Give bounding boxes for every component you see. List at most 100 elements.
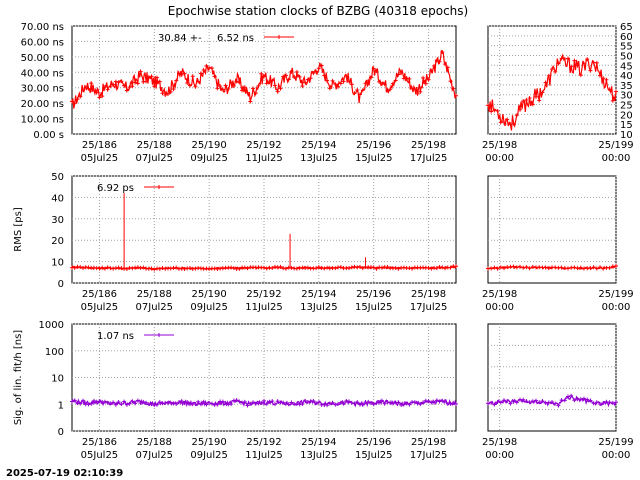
rms-main-point — [294, 266, 299, 271]
clock-main-point — [407, 76, 412, 81]
rms-main-point — [220, 266, 225, 271]
clock-main-point — [75, 97, 80, 102]
rms-zoom-point — [614, 263, 618, 268]
clock-zoom-panel — [486, 25, 618, 135]
rms-main-point — [262, 265, 266, 270]
sig-main-point — [314, 400, 319, 405]
clock-zoom-point — [486, 103, 490, 108]
sig-zoom-frame — [487, 323, 617, 432]
sig-main-point — [94, 399, 99, 404]
clock-main-x-tick-bottom: 17Jul25 — [410, 153, 448, 164]
clock-main-point — [80, 88, 85, 93]
clock-zoom-point — [505, 117, 510, 122]
clock-main-y-tick: 70.00 ns — [21, 22, 64, 33]
sig-main-point — [204, 402, 209, 407]
clock-zoom-point — [588, 68, 593, 73]
clock-main-point — [149, 74, 154, 79]
sig-main-point — [144, 400, 149, 405]
clock-main-point — [204, 63, 209, 68]
clock-zoom-point — [540, 90, 545, 95]
rms-main-y-tick: 50 — [51, 172, 64, 183]
rms-main-point — [410, 266, 415, 271]
rms-main-point — [316, 265, 321, 270]
clock-main-point — [231, 83, 236, 88]
clock-zoom-x-tick-bottom: 00:00 — [485, 153, 514, 164]
sig-main-point — [412, 400, 417, 405]
clock-main-point — [368, 75, 373, 80]
sig-zoom-point — [508, 401, 513, 406]
clock-zoom-point — [514, 113, 519, 118]
clock-main-point — [264, 81, 269, 86]
sig-zoom-point — [537, 400, 542, 405]
sig-main-x-tick-bottom: 09Jul25 — [190, 450, 228, 461]
clock-main-point — [179, 72, 184, 77]
sig-main-point — [253, 401, 258, 406]
clock-main-point — [319, 63, 324, 68]
sig-main-point — [281, 400, 286, 405]
clock-zoom-point — [502, 120, 506, 125]
clock-main-point — [412, 87, 417, 92]
sig-zoom-point — [572, 398, 577, 403]
clock-main-point — [292, 74, 297, 79]
clock-main-point — [399, 71, 404, 76]
sig-main-point — [264, 401, 269, 406]
sig-zoom-x-tick-bottom: 00:00 — [485, 450, 514, 461]
clock-main-point — [91, 88, 96, 93]
sig-main-point — [201, 399, 206, 404]
rms-main-point — [264, 266, 269, 271]
clock-zoom-y-tick: 15 — [620, 120, 633, 131]
clock-main-legend-marker — [277, 35, 281, 39]
clock-zoom-point — [553, 69, 558, 74]
rms-main-y-tick: 20 — [51, 236, 64, 247]
clock-main-point — [209, 66, 214, 71]
rms-zoom-x-tick-bottom: 00:00 — [485, 302, 514, 313]
sig-main-point — [426, 399, 431, 404]
rms-main-point — [303, 266, 308, 271]
clock-main-point — [371, 66, 376, 71]
clock-zoom-y-tick: 35 — [620, 81, 633, 92]
sig-main-point — [231, 398, 236, 403]
clock-main-panel — [70, 25, 458, 135]
sig-main-point — [330, 400, 335, 405]
clock-main-point — [105, 87, 110, 92]
sig-main-point — [360, 402, 365, 407]
clock-main-x-tick-top: 25/196 — [356, 140, 391, 151]
rms-zoom-point — [594, 266, 599, 271]
clock-main-point — [171, 87, 176, 92]
sig-main-point — [267, 399, 272, 404]
sig-zoom-point — [585, 397, 590, 402]
clock-main-point — [182, 71, 187, 76]
sig-main-point — [325, 403, 330, 408]
rms-main-point — [440, 265, 445, 270]
rms-main-point — [193, 266, 198, 271]
sig-zoom-panel — [486, 323, 618, 432]
clock-zoom-point — [556, 61, 561, 66]
rms-main-x-tick-bottom: 17Jul25 — [410, 302, 448, 313]
clock-main-point — [404, 75, 409, 80]
sig-main-point — [368, 401, 373, 406]
clock-main-x-tick-top: 25/188 — [137, 140, 172, 151]
sig-main-point — [432, 400, 437, 405]
sig-main-point — [379, 398, 384, 403]
rms-main-point — [283, 266, 288, 271]
rms-main-point — [300, 265, 305, 270]
clock-zoom-x-tick-bottom: 00:00 — [602, 153, 631, 164]
clock-main-point — [341, 79, 346, 84]
sig-main-point — [374, 401, 379, 406]
clock-main-point — [212, 74, 217, 79]
clock-zoom-y-tick: 10 — [620, 130, 633, 141]
clock-main-point — [130, 84, 135, 89]
clock-main-point — [237, 80, 242, 85]
rms-zoom-point — [575, 266, 580, 271]
clock-main-point — [138, 69, 143, 74]
rms-main-x-tick-top: 25/186 — [82, 289, 117, 300]
sig-main-point — [262, 398, 266, 403]
rms-main-point — [97, 266, 102, 271]
sig-main-point — [113, 402, 118, 407]
rms-main-legend-marker — [157, 185, 161, 189]
sig-main-legend-label: 1.07 ns — [97, 331, 134, 342]
rms-main-point — [182, 266, 187, 271]
sig-main-point — [215, 402, 220, 407]
rms-zoom-x-tick-top: 25/199 — [598, 289, 633, 300]
clock-main-point — [70, 99, 74, 104]
